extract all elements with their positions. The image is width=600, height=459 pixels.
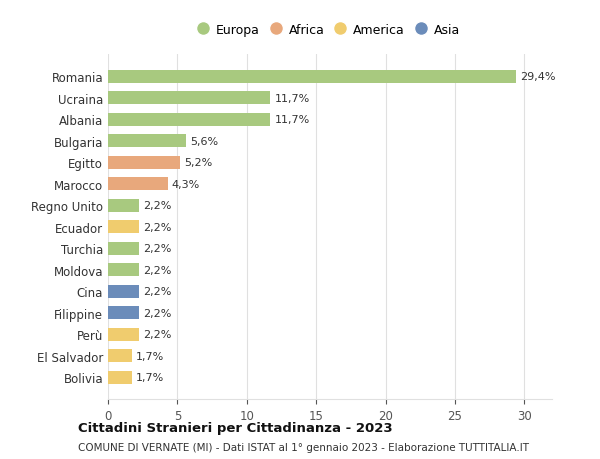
Text: 5,6%: 5,6% bbox=[190, 136, 218, 146]
Bar bbox=[108, 71, 516, 84]
Text: 2,2%: 2,2% bbox=[143, 244, 171, 254]
Text: 1,7%: 1,7% bbox=[136, 372, 164, 382]
Text: COMUNE DI VERNATE (MI) - Dati ISTAT al 1° gennaio 2023 - Elaborazione TUTTITALIA: COMUNE DI VERNATE (MI) - Dati ISTAT al 1… bbox=[78, 442, 529, 452]
Text: 2,2%: 2,2% bbox=[143, 265, 171, 275]
Bar bbox=[108, 92, 271, 105]
Text: 2,2%: 2,2% bbox=[143, 286, 171, 297]
Text: 2,2%: 2,2% bbox=[143, 222, 171, 232]
Bar bbox=[108, 349, 131, 362]
Bar bbox=[108, 242, 139, 255]
Bar bbox=[108, 113, 271, 127]
Bar bbox=[108, 285, 139, 298]
Text: 4,3%: 4,3% bbox=[172, 179, 200, 189]
Text: 2,2%: 2,2% bbox=[143, 201, 171, 211]
Text: 1,7%: 1,7% bbox=[136, 351, 164, 361]
Text: 2,2%: 2,2% bbox=[143, 308, 171, 318]
Bar bbox=[108, 178, 167, 191]
Bar bbox=[108, 328, 139, 341]
Bar bbox=[108, 307, 139, 319]
Text: 11,7%: 11,7% bbox=[275, 94, 310, 104]
Text: 11,7%: 11,7% bbox=[275, 115, 310, 125]
Text: Cittadini Stranieri per Cittadinanza - 2023: Cittadini Stranieri per Cittadinanza - 2… bbox=[78, 421, 392, 435]
Bar bbox=[108, 263, 139, 276]
Bar bbox=[108, 221, 139, 234]
Bar bbox=[108, 157, 180, 169]
Text: 5,2%: 5,2% bbox=[184, 158, 212, 168]
Legend: Europa, Africa, America, Asia: Europa, Africa, America, Asia bbox=[196, 20, 464, 40]
Text: 2,2%: 2,2% bbox=[143, 330, 171, 339]
Text: 29,4%: 29,4% bbox=[520, 72, 556, 82]
Bar bbox=[108, 371, 131, 384]
Bar bbox=[108, 199, 139, 212]
Bar bbox=[108, 135, 186, 148]
